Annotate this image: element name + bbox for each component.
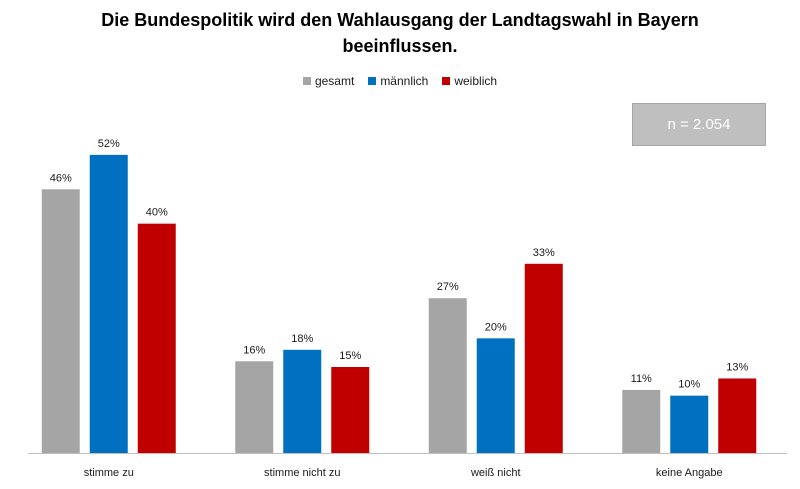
bar-maennlich-keine-angabe bbox=[670, 395, 709, 453]
sample-size-badge: n = 2.054 bbox=[632, 103, 766, 146]
legend-swatch-weiblich bbox=[442, 77, 451, 85]
data-label-gesamt-stimme-zu: 46% bbox=[50, 172, 72, 184]
data-label-maennlich-weiss-nicht: 20% bbox=[485, 321, 507, 333]
legend-swatch-gesamt bbox=[302, 77, 311, 85]
bar-maennlich-stimme-zu bbox=[89, 154, 128, 453]
x-tick-label-keine-angabe: keine Angabe bbox=[656, 467, 723, 479]
legend-label-weiblich: weiblich bbox=[454, 74, 498, 88]
bar-weiblich-weiss-nicht bbox=[524, 263, 563, 453]
bar-gesamt-keine-angabe bbox=[622, 389, 661, 453]
x-tick-label-stimme-nicht-zu: stimme nicht zu bbox=[264, 467, 340, 479]
bar-gesamt-weiss-nicht bbox=[428, 298, 467, 453]
data-label-weiblich-keine-angabe: 13% bbox=[726, 361, 748, 373]
legend-item-gesamt: gesamt bbox=[302, 74, 355, 88]
data-label-gesamt-weiss-nicht: 27% bbox=[437, 281, 459, 293]
data-label-maennlich-keine-angabe: 10% bbox=[678, 379, 700, 391]
x-tick-label-stimme-zu: stimme zu bbox=[84, 467, 134, 479]
data-label-gesamt-keine-angabe: 11% bbox=[631, 373, 652, 385]
bar-maennlich-weiss-nicht bbox=[476, 338, 515, 453]
bar-weiblich-stimme-zu bbox=[137, 223, 176, 453]
legend-label-gesamt: gesamt bbox=[314, 74, 355, 88]
data-label-weiblich-stimme-nicht-zu: 15% bbox=[339, 350, 361, 362]
bar-weiblich-stimme-nicht-zu bbox=[331, 367, 370, 453]
bar-weiblich-keine-angabe bbox=[718, 378, 757, 453]
data-label-weiblich-weiss-nicht: 33% bbox=[533, 247, 555, 259]
data-label-weiblich-stimme-zu: 40% bbox=[146, 207, 168, 219]
data-label-maennlich-stimme-zu: 52% bbox=[98, 138, 120, 150]
bar-gesamt-stimme-zu bbox=[41, 189, 80, 453]
x-tick-label-weiss-nicht: weiß nicht bbox=[470, 467, 521, 479]
chart-title: Die Bundespolitik wird den Wahlausgang d… bbox=[101, 10, 699, 56]
data-label-gesamt-stimme-nicht-zu: 16% bbox=[243, 344, 265, 356]
legend-label-maennlich: männlich bbox=[380, 74, 429, 88]
data-label-maennlich-stimme-nicht-zu: 18% bbox=[291, 333, 313, 345]
bar-gesamt-stimme-nicht-zu bbox=[235, 361, 274, 453]
legend-item-weiblich: weiblich bbox=[442, 74, 497, 88]
legend-swatch-maennlich bbox=[368, 77, 377, 85]
legend-item-maennlich: männlich bbox=[368, 74, 428, 88]
chart-legend: gesamt männlich weiblich bbox=[0, 74, 800, 88]
bar-maennlich-stimme-nicht-zu bbox=[283, 349, 322, 453]
